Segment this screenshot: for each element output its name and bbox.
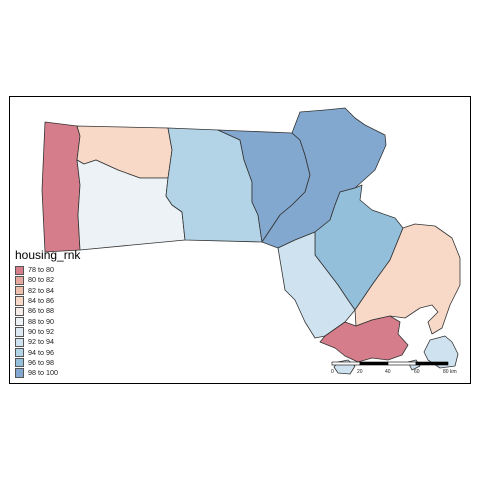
scale-label-40: 40 (385, 369, 391, 375)
legend-swatch (15, 296, 24, 306)
scale-label-80: 80 km (443, 369, 457, 375)
legend-label: 78 to 80 (28, 265, 54, 275)
scale-seg-2 (359, 361, 389, 366)
legend-label: 94 to 96 (28, 347, 54, 357)
scale-bar: 0 20 40 60 80 km (331, 361, 457, 375)
legend-swatch (15, 316, 24, 327)
legend-label: 88 to 90 (28, 316, 54, 326)
legend-swatch (15, 327, 24, 337)
scale-seg-4 (415, 361, 449, 366)
legend-item: 80 to 82 (15, 275, 80, 286)
legend-item: 82 to 84 (15, 286, 80, 296)
legend-items: 78 to 80 80 to 82 82 to 84 84 to 86 86 to 88… (15, 265, 80, 378)
legend-label: 82 to 84 (28, 285, 54, 295)
legend-swatch (15, 286, 24, 296)
legend-item: 90 to 92 (15, 327, 80, 337)
region-islands-2[interactable] (423, 335, 459, 369)
scale-label-60: 60 (414, 369, 420, 375)
legend-item: 96 to 98 (15, 358, 80, 368)
legend: housing_rnk 78 to 80 80 to 82 82 to 84 84 t… (15, 249, 80, 378)
legend-item: 78 to 80 (15, 265, 80, 275)
legend-item: 92 to 94 (15, 337, 80, 347)
map-canvas: 0 20 40 60 80 km (41, 107, 461, 375)
legend-swatch (15, 275, 24, 286)
legend-label: 96 to 98 (28, 357, 54, 367)
legend-label: 86 to 88 (28, 306, 54, 316)
legend-label: 98 to 100 (28, 368, 58, 378)
legend-swatch (15, 306, 24, 316)
scale-label-0: 0 (331, 369, 334, 375)
legend-item: 94 to 96 (15, 347, 80, 358)
legend-swatch (15, 265, 24, 275)
legend-swatch (15, 347, 24, 358)
legend-item: 84 to 86 (15, 296, 80, 306)
legend-title: housing_rnk (15, 248, 81, 262)
legend-item: 86 to 88 (15, 306, 80, 316)
legend-label: 80 to 82 (28, 275, 54, 285)
scale-seg-3 (387, 361, 417, 366)
scale-seg-1 (331, 361, 361, 366)
legend-label: 92 to 94 (28, 337, 54, 347)
legend-swatch (15, 337, 24, 347)
legend-label: 90 to 92 (28, 326, 54, 336)
map-frame: 0 20 40 60 80 km (9, 96, 471, 384)
region-west-strip[interactable] (41, 121, 81, 253)
legend-label: 84 to 86 (28, 296, 54, 306)
legend-item: 88 to 90 (15, 316, 80, 327)
region-cape[interactable] (354, 223, 461, 335)
legend-item: 98 to 100 (15, 368, 80, 378)
legend-swatch (15, 358, 24, 368)
scale-label-20: 20 (357, 369, 363, 375)
legend-swatch (15, 368, 24, 378)
region-south-coast[interactable] (319, 315, 409, 363)
